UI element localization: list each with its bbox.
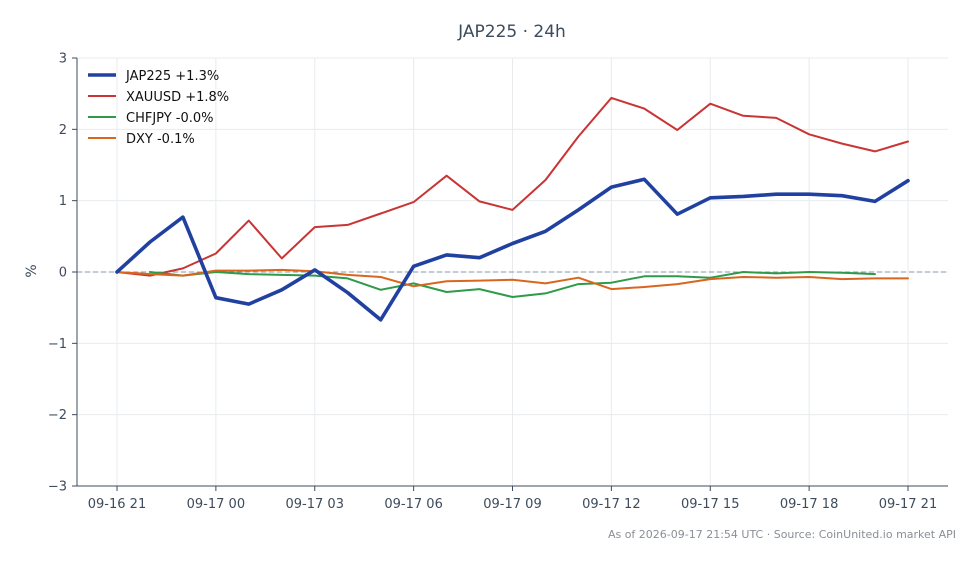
x-tick-label: 09-17 12 xyxy=(582,497,640,512)
y-tick-label: 0 xyxy=(59,266,67,281)
x-tick-label: 09-17 09 xyxy=(483,497,541,512)
x-tick-label: 09-17 15 xyxy=(681,497,739,512)
y-tick-label: 2 xyxy=(59,123,67,138)
footer-source-note: As of 2026-09-17 21:54 UTC · Source: Coi… xyxy=(608,528,956,541)
y-tick-label: −2 xyxy=(48,408,67,423)
x-tick-label: 09-17 00 xyxy=(187,497,245,512)
y-tick-label: 3 xyxy=(59,52,67,67)
chart-title: JAP225 · 24h xyxy=(457,22,566,42)
y-axis-ticks: 3 2 1 0 −1 −2 −3 xyxy=(48,52,77,495)
x-tick-label: 09-17 06 xyxy=(384,497,442,512)
series-line-chfjpy xyxy=(149,271,876,298)
x-axis-ticks: 09-16 21 09-17 00 09-17 03 09-17 06 09-17 09… xyxy=(88,486,937,512)
series-line-xauusd xyxy=(116,96,909,277)
x-tick-label: 09-17 03 xyxy=(286,497,344,512)
legend: JAP225 +1.3% XAUUSD +1.8% CHFJPY -0.0% DXY … xyxy=(88,69,229,147)
legend-label: CHFJPY -0.0% xyxy=(126,111,214,126)
y-tick-label: −3 xyxy=(48,480,67,495)
series-line-jap225 xyxy=(115,177,910,322)
legend-label: XAUUSD +1.8% xyxy=(126,90,229,105)
legend-label: DXY -0.1% xyxy=(126,132,195,147)
y-axis-label: % xyxy=(24,264,40,277)
series-line-dxy xyxy=(116,268,909,291)
x-tick-label: 09-16 21 xyxy=(88,497,146,512)
x-tick-label: 09-17 18 xyxy=(780,497,838,512)
y-tick-label: −1 xyxy=(48,337,67,352)
series-lines xyxy=(115,96,910,322)
legend-label: JAP225 +1.3% xyxy=(125,69,219,84)
y-tick-label: 1 xyxy=(59,194,67,209)
x-tick-label: 09-17 21 xyxy=(879,497,937,512)
